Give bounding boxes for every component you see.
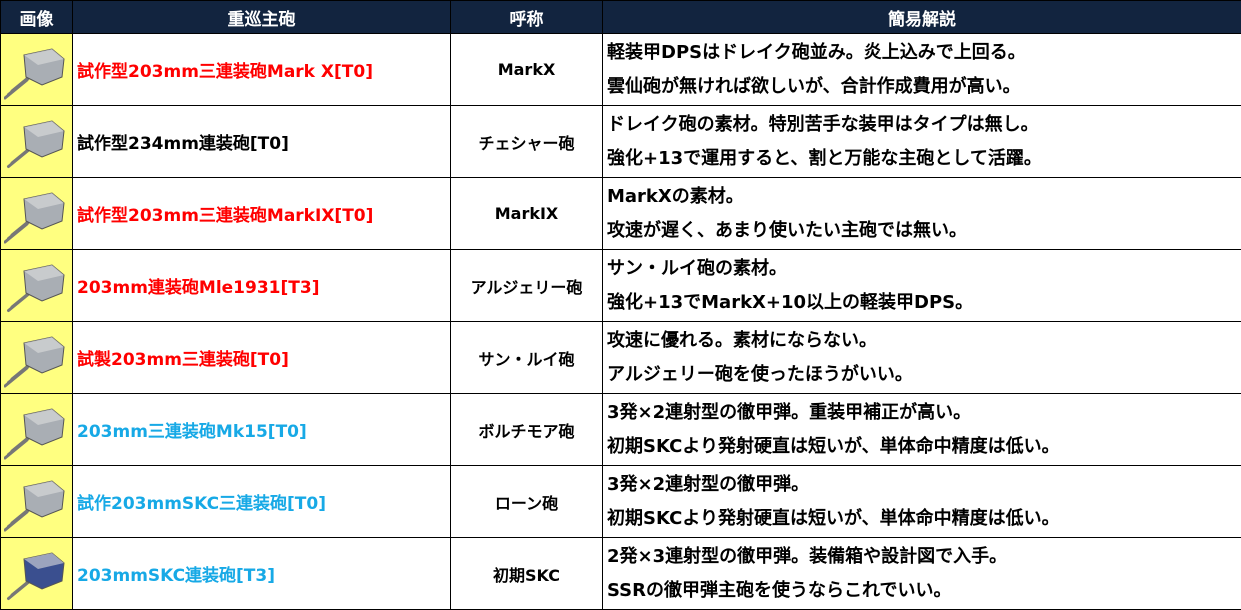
turret-name: 試作型203mm三連装砲MarkIX[T0]: [73, 178, 451, 250]
table-row: 試作型234mm連装砲[T0] チェシャー砲 ドレイク砲の素材。特別苦手な装甲は…: [1, 106, 1241, 178]
header-desc: 簡易解説: [603, 1, 1241, 34]
turret-description: 3発×2連射型の徹甲弾。重装甲補正が高い。初期SKCより発射硬直は短いが、単体命…: [603, 394, 1241, 466]
description-line-2: 強化+13で運用すると、割と万能な主砲として活躍。: [607, 142, 1241, 176]
turret-description: 3発×2連射型の徹甲弾。初期SKCより発射硬直は短いが、単体命中精度は低い。: [603, 466, 1241, 538]
turret-image: [1, 394, 73, 466]
turret-description: MarkXの素材。攻速が遅く、あまり使いたい主砲では無い。: [603, 178, 1241, 250]
turret-name: 試製203mm三連装砲[T0]: [73, 322, 451, 394]
turret-name: 試作203mmSKC三連装砲[T0]: [73, 466, 451, 538]
turret-image: [1, 106, 73, 178]
description-line-1: 3発×2連射型の徹甲弾。: [607, 468, 1241, 502]
turret-alias: MarkIX: [451, 178, 603, 250]
description-line-1: 攻速に優れる。素材にならない。: [607, 324, 1241, 358]
description-line-1: 2発×3連射型の徹甲弾。装備箱や設計図で入手。: [607, 540, 1241, 574]
table-row: 203mm連装砲Mle1931[T3] アルジェリー砲 サン・ルイ砲の素材。強化…: [1, 250, 1241, 322]
table-row: 試作型203mm三連装砲MarkIX[T0] MarkIX MarkXの素材。攻…: [1, 178, 1241, 250]
table-row: 203mm三連装砲Mk15[T0] ボルチモア砲 3発×2連射型の徹甲弾。重装甲…: [1, 394, 1241, 466]
turret-image: [1, 178, 73, 250]
triple-turret-icon: [1, 325, 72, 391]
description-line-2: 初期SKCより発射硬直は短いが、単体命中精度は低い。: [607, 430, 1241, 464]
table-row: 試製203mm三連装砲[T0] サン・ルイ砲 攻速に優れる。素材にならない。アル…: [1, 322, 1241, 394]
table-row: 試作型203mm三連装砲Mark X[T0] MarkX 軽装甲DPSはドレイク…: [1, 34, 1241, 106]
description-line-1: ドレイク砲の素材。特別苦手な装甲はタイプは無し。: [607, 108, 1241, 142]
description-line-2: アルジェリー砲を使ったほうがいい。: [607, 358, 1241, 392]
description-line-2: 初期SKCより発射硬直は短いが、単体命中精度は低い。: [607, 502, 1241, 536]
twin-turret-icon: [1, 253, 72, 319]
turret-alias: チェシャー砲: [451, 106, 603, 178]
turret-alias: 初期SKC: [451, 538, 603, 610]
description-line-2: 攻速が遅く、あまり使いたい主砲では無い。: [607, 214, 1241, 248]
header-image: 画像: [1, 1, 73, 34]
description-line-2: 雲仙砲が無ければ欲しいが、合計作成費用が高い。: [607, 70, 1241, 104]
table-row: 203mmSKC連装砲[T3] 初期SKC 2発×3連射型の徹甲弾。装備箱や設計…: [1, 538, 1241, 610]
triple-turret-icon: [1, 469, 72, 535]
description-line-1: サン・ルイ砲の素材。: [607, 252, 1241, 286]
turret-alias: ローン砲: [451, 466, 603, 538]
header-alias: 呼称: [451, 1, 603, 34]
header-name: 重巡主砲: [73, 1, 451, 34]
turret-description: 2発×3連射型の徹甲弾。装備箱や設計図で入手。SSRの徹甲弾主砲を使うならこれで…: [603, 538, 1241, 610]
turret-image: [1, 538, 73, 610]
turret-description: 軽装甲DPSはドレイク砲並み。炎上込みで上回る。雲仙砲が無ければ欲しいが、合計作…: [603, 34, 1241, 106]
triple-turret-icon: [1, 37, 72, 103]
turret-image: [1, 322, 73, 394]
turret-alias: ボルチモア砲: [451, 394, 603, 466]
header-row: 画像 重巡主砲 呼称 簡易解説: [1, 1, 1241, 34]
table-row: 試作203mmSKC三連装砲[T0] ローン砲 3発×2連射型の徹甲弾。初期SK…: [1, 466, 1241, 538]
turret-alias: サン・ルイ砲: [451, 322, 603, 394]
turret-description: 攻速に優れる。素材にならない。アルジェリー砲を使ったほうがいい。: [603, 322, 1241, 394]
turret-image: [1, 34, 73, 106]
description-line-1: MarkXの素材。: [607, 180, 1241, 214]
turret-name: 203mmSKC連装砲[T3]: [73, 538, 451, 610]
description-line-1: 3発×2連射型の徹甲弾。重装甲補正が高い。: [607, 396, 1241, 430]
twin-turret-icon: [1, 541, 72, 607]
description-line-1: 軽装甲DPSはドレイク砲並み。炎上込みで上回る。: [607, 36, 1241, 70]
turret-image: [1, 250, 73, 322]
triple-turret-icon: [1, 397, 72, 463]
turret-alias: MarkX: [451, 34, 603, 106]
description-line-2: 強化+13でMarkX+10以上の軽装甲DPS。: [607, 286, 1241, 320]
triple-turret-icon: [1, 181, 72, 247]
twin-turret-icon: [1, 109, 72, 175]
turret-name: 203mm連装砲Mle1931[T3]: [73, 250, 451, 322]
turret-description: サン・ルイ砲の素材。強化+13でMarkX+10以上の軽装甲DPS。: [603, 250, 1241, 322]
turret-name: 試作型203mm三連装砲Mark X[T0]: [73, 34, 451, 106]
turret-description: ドレイク砲の素材。特別苦手な装甲はタイプは無し。強化+13で運用すると、割と万能…: [603, 106, 1241, 178]
turret-image: [1, 466, 73, 538]
turret-name: 203mm三連装砲Mk15[T0]: [73, 394, 451, 466]
turret-alias: アルジェリー砲: [451, 250, 603, 322]
turret-name: 試作型234mm連装砲[T0]: [73, 106, 451, 178]
description-line-2: SSRの徹甲弾主砲を使うならこれでいい。: [607, 574, 1241, 608]
